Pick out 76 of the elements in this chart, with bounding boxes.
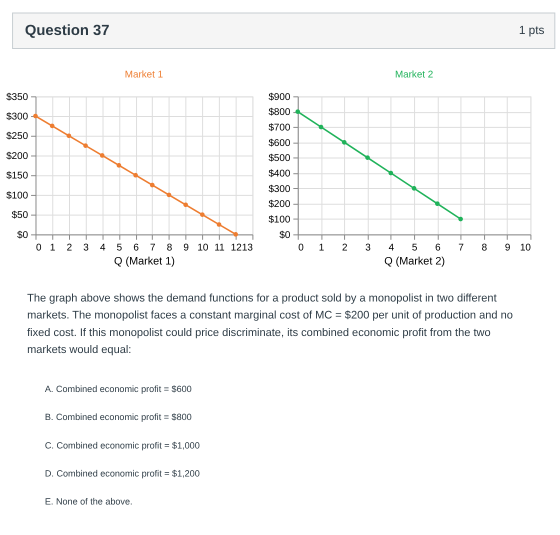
x-tick-label: 5 xyxy=(412,242,418,254)
point xyxy=(133,172,138,178)
x-tick-label: 8 xyxy=(482,242,488,254)
y-tick-label: $250 xyxy=(6,131,29,142)
y-tick-label: $400 xyxy=(268,168,291,180)
point xyxy=(342,140,347,145)
y-tick-label: $150 xyxy=(6,170,29,182)
x-tick-label: 6 xyxy=(133,242,140,254)
y-tick-label: $300 xyxy=(6,112,29,122)
point xyxy=(150,182,155,188)
y-tick-label: $900 xyxy=(268,92,291,103)
chart-title: Market 2 xyxy=(394,70,434,81)
point xyxy=(200,212,205,217)
text: A. Combined economic profit = $600 xyxy=(44,384,192,394)
text: E. None of the above. xyxy=(44,496,133,506)
point xyxy=(66,133,72,138)
point xyxy=(388,170,394,176)
text: B. Combined economic profit = $800 xyxy=(44,412,192,422)
x-axis-title: Q (Market 1) xyxy=(114,255,175,268)
x-tick-label: 4 xyxy=(100,242,106,254)
chart-title: Market 1 xyxy=(124,70,164,81)
point xyxy=(435,201,440,206)
y-tick-label: $800 xyxy=(268,107,291,118)
y-tick-label: $700 xyxy=(268,122,291,134)
x-tick-label: 2 xyxy=(342,242,348,254)
y-tick-label: $100 xyxy=(268,214,291,226)
point xyxy=(216,222,222,227)
point xyxy=(33,114,38,118)
point xyxy=(318,124,324,130)
point xyxy=(83,143,88,148)
text: 1 pts xyxy=(518,23,545,38)
y-tick-label: $600 xyxy=(268,138,291,149)
x-tick-label: 8 xyxy=(166,242,173,254)
point xyxy=(183,202,188,208)
x-axis-title: Q (Market 2) xyxy=(384,255,445,268)
y-tick-label: $0 xyxy=(279,230,291,241)
x-tick-label: 1 xyxy=(318,242,324,254)
y-tick-label: $500 xyxy=(268,153,291,164)
point xyxy=(295,109,300,114)
x-tick-label: 13 xyxy=(242,242,254,254)
x-tick-label: 3 xyxy=(365,242,372,254)
x-tick-label: 3 xyxy=(83,242,90,254)
text: The graph above shows the demand functions for a product sold by a monopolist in two different markets. The monopolist faces a constant marginal cost of MC = $200 per unit of production and no fixed cost. If this monopolist could price discriminate, its combined economic profit from the two markets would equal: xyxy=(27,292,513,356)
x-tick-label: 4 xyxy=(388,242,395,254)
point xyxy=(365,155,370,160)
x-tick-label: 6 xyxy=(435,242,442,254)
x-tick-label: 10 xyxy=(520,242,532,254)
x-tick-label: 9 xyxy=(504,242,511,254)
point xyxy=(458,216,463,222)
y-tick-label: $100 xyxy=(6,190,29,202)
y-tick-label: $300 xyxy=(268,184,291,195)
x-tick-label: 7 xyxy=(150,242,156,254)
x-tick-label: 7 xyxy=(458,242,464,254)
y-tick-label: $350 xyxy=(6,92,29,103)
x-tick-label: 9 xyxy=(183,242,190,254)
x-tick-label: 0 xyxy=(298,242,304,254)
point xyxy=(100,153,105,158)
point xyxy=(233,232,238,237)
y-tick-label: $200 xyxy=(6,150,29,162)
text: Question 37 xyxy=(24,23,110,40)
text: D. Combined economic profit = $1,200 xyxy=(44,468,200,478)
x-tick-label: 11 xyxy=(214,242,225,254)
x-tick-label: 12 xyxy=(230,242,242,254)
x-tick-label: 1 xyxy=(50,242,56,254)
y-tick-label: $200 xyxy=(268,199,291,210)
x-tick-label: 0 xyxy=(36,242,42,254)
point xyxy=(412,186,416,191)
x-tick-label: 10 xyxy=(197,242,209,254)
x-tick-label: 5 xyxy=(116,242,123,254)
y-tick-label: $0 xyxy=(17,230,29,241)
point xyxy=(50,124,54,128)
x-tick-label: 2 xyxy=(66,242,72,254)
text: C. Combined economic profit = $1,000 xyxy=(44,440,200,450)
point xyxy=(166,192,172,198)
y-tick-label: $50 xyxy=(12,210,29,222)
point xyxy=(116,163,122,168)
